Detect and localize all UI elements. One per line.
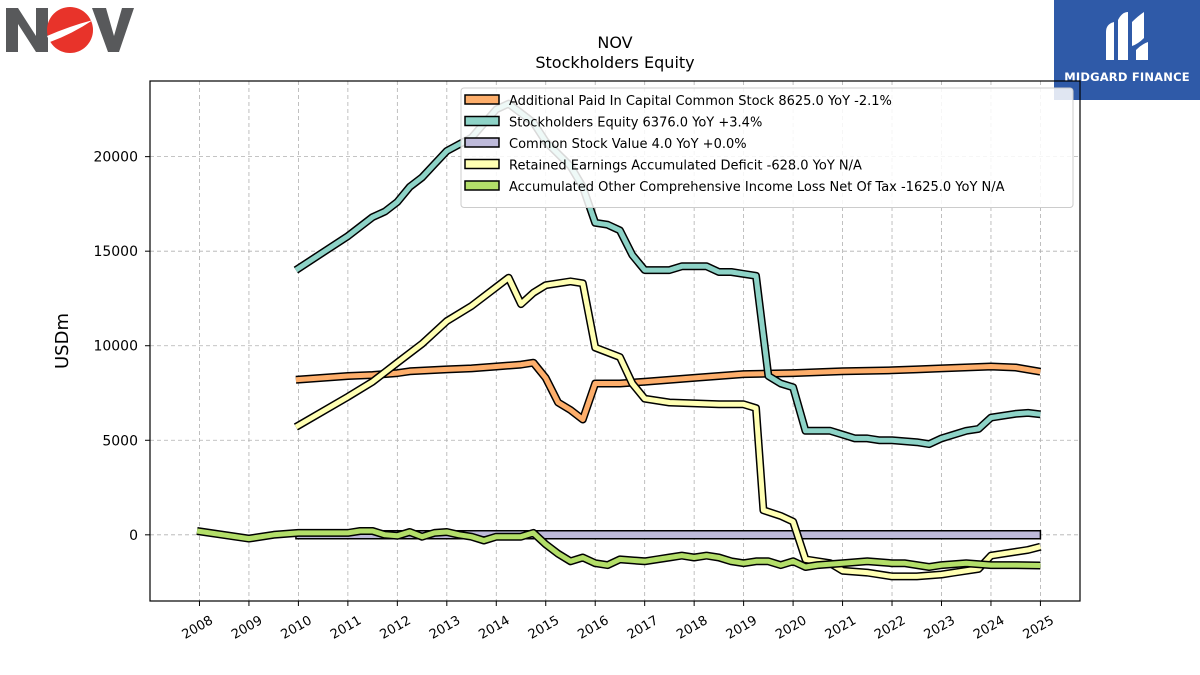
series-line-3: [294, 275, 1042, 579]
x-tick-label: 2009: [229, 613, 265, 643]
nov-logo-n: [6, 8, 48, 52]
x-tick-label: 2008: [180, 613, 216, 643]
legend-swatch-3: [464, 158, 500, 170]
legend-entry-3: Retained Earnings Accumulated Deficit -6…: [509, 159, 862, 174]
legend-swatch-0: [464, 94, 500, 105]
y-tick-label: 15000: [93, 244, 138, 260]
series-layer: [196, 99, 1042, 581]
y-axis-label: USDm: [52, 313, 73, 369]
nov-logo-o-swoosh: [47, 20, 93, 42]
x-tick-label: 2014: [476, 613, 512, 643]
x-tick-label: 2021: [823, 613, 859, 643]
x-tick-label: 2025: [1021, 613, 1057, 643]
midgard-emblem-icon: [1106, 12, 1148, 60]
nov-logo: [6, 7, 134, 53]
legend-entry-4: Accumulated Other Comprehensive Income L…: [509, 180, 1005, 195]
x-tick-label: 2018: [674, 613, 710, 643]
series-line-1: [294, 101, 1041, 447]
midgard-finance-label: MIDGARD FINANCE: [1064, 70, 1190, 84]
x-tick-label: 2020: [773, 613, 809, 643]
series-line-0: [295, 360, 1041, 422]
legend-swatch-1: [464, 115, 500, 127]
x-tick-label: 2024: [971, 613, 1007, 643]
ticks-layer: 2008 2009 2010 2011 2012 2013 2014 2015 2016 2017…: [93, 150, 1056, 643]
x-tick-label: 2017: [625, 613, 661, 643]
x-tick-label: 2010: [279, 613, 315, 643]
x-tick-label: 2023: [922, 613, 958, 643]
y-tick-label: 20000: [93, 150, 138, 166]
chart-title: NOV: [597, 33, 632, 52]
legend-swatch-4: [464, 180, 500, 191]
x-tick-label: 2011: [328, 613, 364, 643]
x-tick-label: 2016: [575, 613, 611, 643]
series-line-4: [196, 528, 1041, 570]
y-tick-label: 10000: [93, 339, 138, 355]
x-tick-label: 2013: [427, 613, 463, 643]
plot-frame: [149, 80, 1081, 602]
legend-box: [460, 87, 1074, 208]
legend-entry-1: Stockholders Equity 6376.0 YoY +3.4%: [509, 116, 762, 131]
x-tick-label: 2015: [526, 613, 562, 643]
x-tick-label: 2019: [724, 613, 760, 643]
legend-swatch-2: [464, 137, 500, 148]
legend: Additional Paid In Capital Common Stock …: [460, 87, 1074, 208]
x-tick-label: 2022: [872, 613, 908, 643]
y-tick-label: 5000: [102, 433, 138, 449]
legend-entry-2: Common Stock Value 4.0 YoY +0.0%: [509, 137, 747, 152]
y-tick-label: 0: [129, 528, 138, 544]
midgard-finance-logo: MIDGARD FINANCE: [1054, 0, 1200, 100]
x-tick-label: 2012: [378, 613, 414, 643]
nov-logo-v: [92, 8, 134, 52]
chart-subtitle: Stockholders Equity: [535, 53, 694, 72]
legend-entry-0: Additional Paid In Capital Common Stock …: [509, 94, 892, 109]
